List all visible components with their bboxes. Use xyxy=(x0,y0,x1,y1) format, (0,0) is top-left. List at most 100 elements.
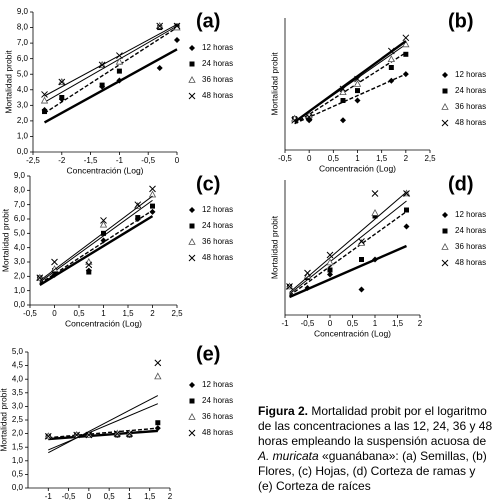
caption: Figura 2. Mortalidad probit por el logar… xyxy=(258,404,493,494)
legend-label: 48 horas xyxy=(202,253,233,262)
y-tick-label: 1,5 xyxy=(12,442,24,451)
data-point xyxy=(388,77,395,84)
data-point xyxy=(115,57,124,65)
data-point xyxy=(156,22,164,30)
data-point xyxy=(99,82,105,88)
data-point xyxy=(353,79,362,87)
data-point xyxy=(40,96,49,104)
legend-marker xyxy=(188,429,196,437)
y-tick-label: 6,0 xyxy=(14,214,26,223)
x-axis-label: Concentración (Log) xyxy=(314,328,391,338)
data-point xyxy=(86,269,92,275)
legend-marker xyxy=(441,242,449,250)
trend-line xyxy=(39,199,153,283)
y-tick-label: 0,5 xyxy=(12,470,24,479)
panel-label: (e) xyxy=(196,343,220,365)
legend-marker xyxy=(188,75,196,83)
data-point xyxy=(354,75,361,83)
trend-line xyxy=(48,429,158,441)
panel-label: (b) xyxy=(448,10,474,32)
trend-line xyxy=(39,215,154,286)
data-point xyxy=(326,251,334,259)
data-point xyxy=(327,267,333,273)
y-axis-label: Mortalidad probit xyxy=(269,215,279,279)
y-tick-label: 8,0 xyxy=(14,185,26,194)
data-point xyxy=(359,257,364,262)
y-tick-label: 8,0 xyxy=(17,23,29,32)
y-tick-label: 0,0 xyxy=(14,300,26,309)
data-point xyxy=(402,71,409,78)
data-point xyxy=(116,68,122,74)
data-point xyxy=(154,372,162,380)
x-tick-label: -1 xyxy=(45,492,53,501)
x-tick-label: -2 xyxy=(58,156,66,165)
data-point xyxy=(402,40,410,48)
data-point xyxy=(36,274,44,282)
y-tick-label: 1,0 xyxy=(14,286,26,295)
data-point xyxy=(340,98,346,103)
x-tick-label: -1,5 xyxy=(84,156,98,165)
y-tick-label: 1,0 xyxy=(17,132,29,141)
y-tick-label: 9,0 xyxy=(14,171,26,180)
data-point xyxy=(387,55,396,63)
data-point xyxy=(150,203,155,209)
data-point xyxy=(174,37,180,43)
legend-marker xyxy=(189,45,195,51)
legend-label: 48 horas xyxy=(202,91,233,100)
data-point xyxy=(304,285,311,291)
y-tick-label: 2,0 xyxy=(12,429,24,438)
trend-line xyxy=(294,73,407,125)
data-point xyxy=(41,91,48,98)
data-point xyxy=(100,237,107,244)
data-point xyxy=(339,85,347,93)
data-point xyxy=(126,430,133,437)
legend-label: 36 horas xyxy=(202,237,233,246)
x-tick-label: -2,5 xyxy=(26,156,40,165)
data-point xyxy=(42,109,48,115)
x-tick-label: 1,5 xyxy=(376,154,388,163)
legend-marker xyxy=(188,237,196,245)
y-tick-label: 4,0 xyxy=(12,374,24,383)
legend-label: 48 horas xyxy=(202,428,233,437)
legend-label: 24 horas xyxy=(202,221,233,230)
x-tick-label: 1,5 xyxy=(144,492,156,501)
legend-marker xyxy=(189,382,195,388)
data-point xyxy=(305,113,313,121)
y-tick-label: 6,0 xyxy=(17,54,29,63)
x-tick-label: 2,5 xyxy=(171,309,183,318)
trend-line xyxy=(48,395,159,454)
data-point xyxy=(148,190,157,198)
data-point xyxy=(134,201,142,209)
trend-line xyxy=(44,24,178,97)
data-point xyxy=(326,258,334,266)
legend-marker xyxy=(442,88,448,94)
y-tick-label: 4,0 xyxy=(17,85,29,94)
legend-marker xyxy=(188,254,196,262)
legend-label: 36 horas xyxy=(455,102,486,111)
caption-species: A. muricata xyxy=(258,449,319,463)
x-tick-label: 0 xyxy=(175,156,180,165)
x-tick-label: 2,5 xyxy=(424,154,436,163)
data-point xyxy=(355,88,360,94)
legend-marker xyxy=(189,223,195,229)
x-tick-label: 0 xyxy=(307,154,312,163)
data-point xyxy=(73,431,81,439)
y-tick-label: 5,0 xyxy=(12,347,24,356)
data-point xyxy=(372,256,378,263)
data-point xyxy=(99,220,108,228)
data-point xyxy=(327,271,333,278)
x-tick-label: 0,5 xyxy=(347,319,359,328)
data-point xyxy=(173,22,181,30)
x-tick-label: 1,5 xyxy=(122,309,134,318)
legend-label: 12 horas xyxy=(455,70,486,79)
data-point xyxy=(404,207,409,213)
data-point xyxy=(116,52,123,59)
trend-line xyxy=(289,191,407,293)
data-point xyxy=(116,77,123,84)
x-tick-label: -1 xyxy=(116,156,124,165)
y-tick-label: 9,0 xyxy=(17,7,29,16)
legend-marker xyxy=(189,61,195,67)
y-axis-label: Mortalidad probit xyxy=(0,388,8,452)
data-point xyxy=(51,258,58,266)
